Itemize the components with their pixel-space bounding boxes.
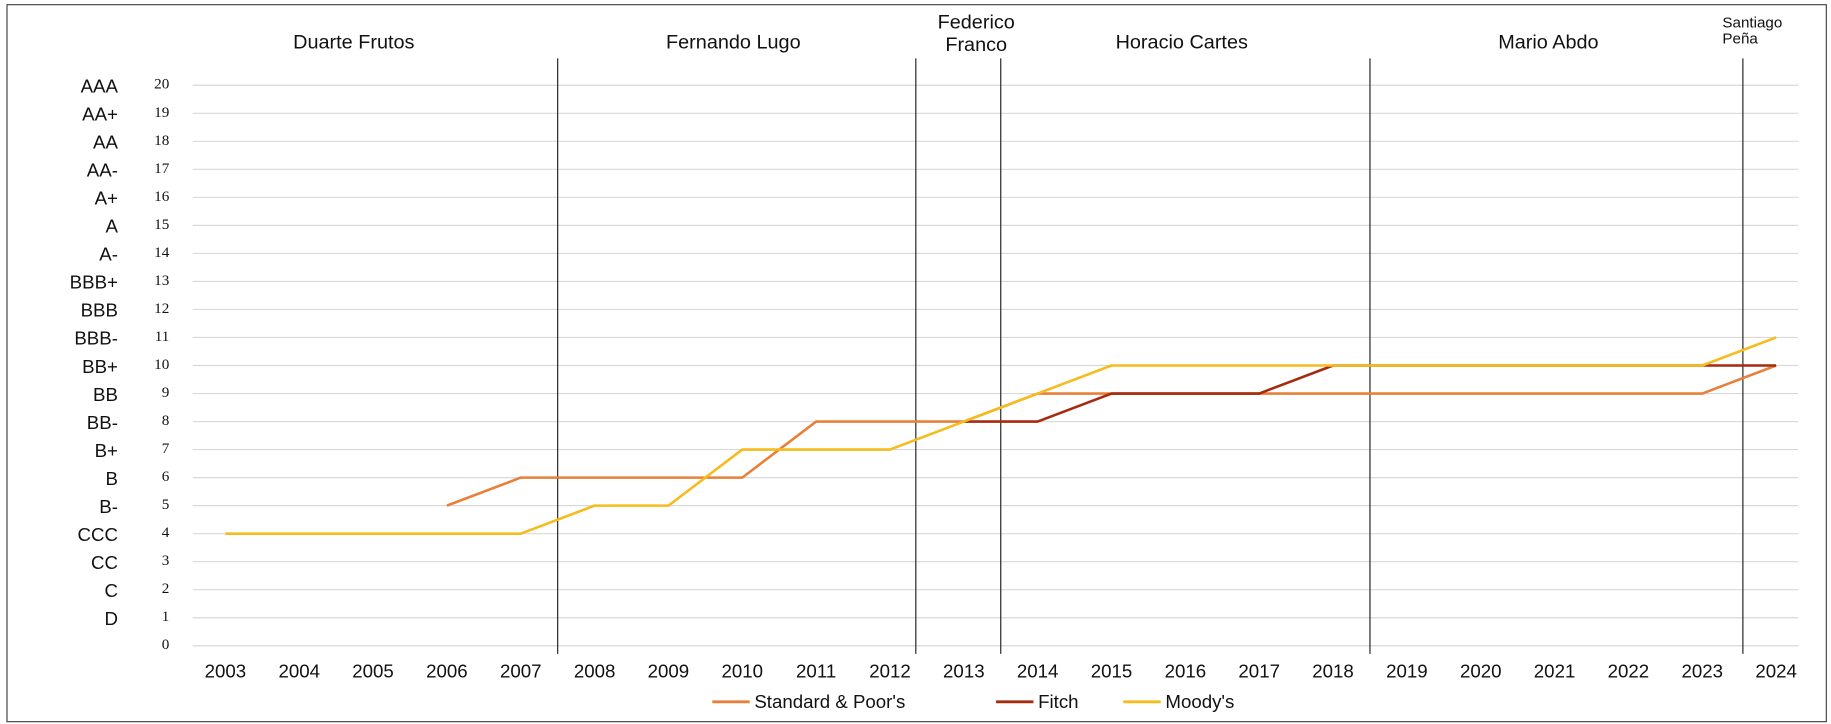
y-tick-label: 5 [162, 496, 170, 513]
rating-label: AAA [81, 76, 119, 97]
rating-label: BB- [87, 412, 118, 433]
x-tick-label: 2005 [352, 661, 394, 682]
x-tick-label: 2024 [1755, 661, 1797, 682]
y-tick-label: 20 [154, 76, 170, 93]
rating-label: AA+ [82, 104, 118, 125]
legend-label: Standard & Poor's [754, 691, 905, 712]
y-tick-label: 7 [162, 440, 170, 457]
x-tick-label: 2016 [1165, 661, 1207, 682]
x-tick-label: 2018 [1312, 661, 1354, 682]
x-tick-label: 2006 [426, 661, 468, 682]
rating-label: BB [93, 384, 118, 405]
y-tick-label: 10 [154, 356, 170, 373]
y-tick-label: 4 [162, 524, 170, 541]
legend-label: Fitch [1038, 691, 1078, 712]
x-tick-label: 2009 [648, 661, 690, 682]
x-tick-label: 2013 [943, 661, 985, 682]
y-tick-label: 13 [154, 272, 169, 289]
period-label: Peña [1722, 31, 1758, 48]
rating-label: A [105, 216, 118, 237]
rating-label: B [105, 468, 117, 489]
legend-label: Moody's [1165, 691, 1234, 712]
rating-label: B+ [95, 440, 118, 461]
x-tick-label: 2003 [205, 661, 247, 682]
x-tick-label: 2015 [1091, 661, 1133, 682]
y-tick-label: 18 [154, 132, 170, 149]
rating-label: C [104, 580, 117, 601]
x-tick-label: 2012 [869, 661, 911, 682]
period-label: Horacio Cartes [1116, 31, 1248, 53]
period-label: Fernando Lugo [666, 31, 801, 53]
period-label: Federico [938, 12, 1015, 34]
x-tick-label: 2017 [1238, 661, 1280, 682]
rating-label: BB+ [82, 356, 118, 377]
x-tick-label: 2008 [574, 661, 616, 682]
x-tick-label: 2007 [500, 661, 542, 682]
y-tick-label: 12 [154, 300, 169, 317]
rating-label: AA- [87, 160, 118, 181]
rating-label: D [104, 608, 117, 629]
period-label: Santiago [1722, 14, 1782, 31]
y-tick-label: 8 [162, 412, 170, 429]
period-label: Mario Abdo [1498, 31, 1598, 53]
x-tick-label: 2022 [1608, 661, 1650, 682]
y-tick-label: 11 [155, 328, 170, 345]
x-tick-label: 2010 [722, 661, 764, 682]
y-tick-label: 9 [162, 384, 170, 401]
y-tick-label: 6 [162, 468, 170, 485]
rating-label: A- [99, 244, 118, 265]
rating-label: AA [93, 132, 118, 153]
y-tick-label: 14 [154, 244, 170, 261]
x-tick-label: 2023 [1681, 661, 1723, 682]
x-tick-label: 2014 [1017, 661, 1059, 682]
rating-label: BBB+ [70, 272, 118, 293]
y-tick-label: 1 [162, 608, 170, 625]
y-tick-label: 15 [154, 216, 169, 233]
rating-label: CC [91, 552, 118, 573]
rating-label: CCC [77, 524, 117, 545]
y-tick-label: 16 [154, 188, 170, 205]
x-tick-label: 2019 [1386, 661, 1428, 682]
y-tick-label: 0 [162, 636, 170, 653]
y-tick-label: 2 [162, 580, 170, 597]
x-tick-label: 2011 [796, 661, 836, 682]
rating-label: B- [99, 496, 118, 517]
y-tick-label: 19 [154, 104, 169, 121]
y-tick-label: 17 [154, 160, 170, 177]
rating-label: A+ [95, 188, 118, 209]
data-line [225, 336, 1777, 535]
rating-label: BBB [81, 300, 118, 321]
period-label: Franco [945, 34, 1007, 56]
rating-label: BBB- [74, 328, 118, 349]
period-label: Duarte Frutos [293, 31, 414, 53]
y-tick-label: 3 [162, 552, 170, 569]
chart-frame [6, 4, 1827, 723]
x-tick-label: 2004 [278, 661, 320, 682]
x-tick-label: 2021 [1534, 661, 1576, 682]
x-tick-label: 2020 [1460, 661, 1502, 682]
